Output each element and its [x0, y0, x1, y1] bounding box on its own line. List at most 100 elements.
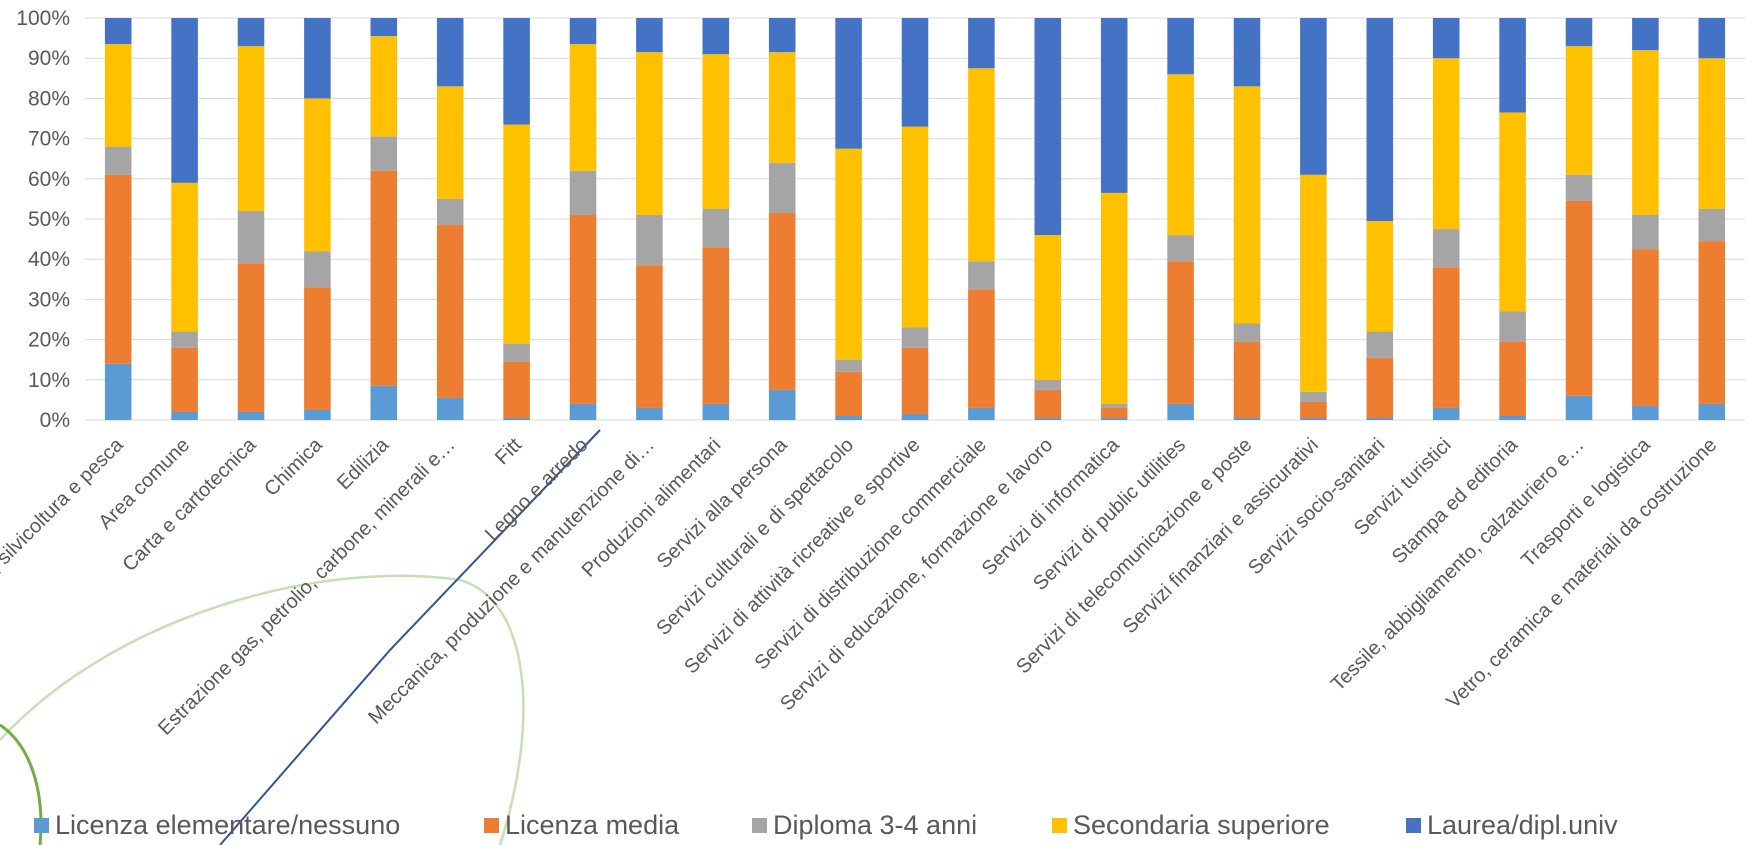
bar-segment: [1499, 341, 1526, 416]
y-tick-label: 80%: [28, 87, 70, 110]
bar-segment: [1034, 235, 1062, 380]
x-category-label: Servizi di attività ricreative e sportiv…: [680, 434, 924, 678]
bar-segment: [104, 44, 132, 147]
bar-segment: [304, 287, 331, 410]
bar-segment: [1565, 200, 1593, 396]
bar-segment: [370, 18, 398, 37]
decorative-line-blue: [219, 429, 601, 845]
legend-swatch-icon: [1406, 817, 1421, 833]
bar-segment: [237, 210, 265, 264]
background-decoration: [0, 429, 601, 845]
bar-segment: [171, 347, 198, 412]
bar-segment: [171, 331, 198, 348]
legend-swatch-icon: [1052, 817, 1067, 833]
bar-segment: [237, 263, 265, 412]
bar-segment: [901, 126, 929, 328]
bar-segment: [1565, 46, 1593, 175]
y-tick-label: 100%: [16, 7, 70, 30]
x-category-label: Stampa ed editoria: [1388, 433, 1523, 568]
bar-segment: [1432, 407, 1460, 420]
bar-segment: [436, 86, 464, 199]
x-category-label: Chimica: [260, 433, 327, 500]
bar-segment: [835, 359, 862, 372]
y-tick-label: 0%: [40, 409, 70, 432]
bars: [104, 18, 1726, 420]
bar-segment: [370, 170, 398, 386]
bar-segment: [901, 327, 929, 348]
bar-segment: [1167, 261, 1194, 404]
bar-segment: [370, 136, 398, 171]
bar-segment: [370, 36, 398, 137]
bar-segment: [171, 182, 198, 332]
bar-segment: [702, 18, 730, 55]
bar-segment: [237, 46, 265, 211]
bar-segment: [1300, 174, 1327, 392]
bar-segment: [1233, 341, 1261, 418]
x-category-label: Servizi alla persona: [653, 433, 793, 573]
legend-item-diploma: Diploma 3-4 anni: [752, 808, 977, 842]
bar-segment: [436, 225, 464, 398]
bar-segment: [1432, 18, 1460, 59]
bar-segment: [1432, 267, 1460, 408]
legend-item-laurea: Laurea/dipl.univ: [1406, 808, 1618, 842]
bar-segment: [1300, 391, 1327, 402]
bar-segment: [1034, 18, 1062, 236]
bar-segment: [104, 363, 132, 420]
bar-segment: [1034, 379, 1062, 390]
legend: Licenza elementare/nessuno Licenza media…: [0, 808, 1760, 842]
y-tick-label: 50%: [28, 208, 70, 231]
bar-segment: [569, 170, 597, 215]
bar-segment: [171, 18, 198, 183]
bar-segment: [835, 415, 862, 420]
legend-item-licenza-media: Licenza media: [484, 808, 679, 842]
bar-segment: [1698, 58, 1726, 209]
y-tick-label: 30%: [28, 288, 70, 311]
bar-segment: [237, 411, 265, 420]
bar-segment: [1698, 18, 1726, 59]
bar-segment: [768, 18, 796, 53]
bar-segment: [1632, 405, 1659, 420]
bar-segment: [835, 18, 862, 149]
bar-segment: [1632, 249, 1659, 406]
bar-segment: [1100, 417, 1128, 420]
bar-segment: [968, 261, 995, 290]
bar-segment: [768, 389, 796, 420]
bar-segment: [835, 371, 862, 416]
bar-segment: [1100, 18, 1128, 193]
bar-segment: [104, 18, 132, 45]
bar-segment: [636, 52, 663, 215]
bar-segment: [436, 397, 464, 420]
bar-segment: [1034, 389, 1062, 418]
legend-label: Licenza elementare/nessuno: [55, 809, 401, 840]
bar-segment: [503, 18, 530, 125]
bar-segment: [1632, 50, 1659, 215]
bar-segment: [503, 417, 530, 420]
bar-segment: [436, 198, 464, 226]
bar-segment: [901, 18, 929, 127]
bar-segment: [304, 409, 331, 420]
bar-segment: [569, 214, 597, 404]
bar-segment: [1432, 58, 1460, 230]
y-tick-label: 10%: [28, 369, 70, 392]
bar-segment: [1300, 417, 1327, 420]
legend-label: Laurea/dipl.univ: [1427, 809, 1618, 840]
y-tick-label: 70%: [28, 128, 70, 151]
bar-segment: [304, 251, 331, 288]
bar-segment: [768, 212, 796, 390]
bar-segment: [1698, 403, 1726, 420]
bar-segment: [1366, 18, 1394, 222]
bar-segment: [104, 174, 132, 364]
bar-segment: [1698, 241, 1726, 404]
x-category-label: Tessile, abbigliamento, calzaturiero e…: [1327, 434, 1589, 696]
bar-segment: [1100, 407, 1128, 418]
bar-segment: [1698, 208, 1726, 242]
bar-segment: [503, 343, 530, 362]
bar-segment: [171, 411, 198, 420]
bar-segment: [1366, 417, 1394, 420]
y-tick-label: 90%: [28, 47, 70, 70]
bar-segment: [370, 385, 398, 420]
bar-segment: [304, 18, 331, 99]
bar-segment: [968, 407, 995, 420]
x-category-label: Fitt: [491, 434, 527, 470]
